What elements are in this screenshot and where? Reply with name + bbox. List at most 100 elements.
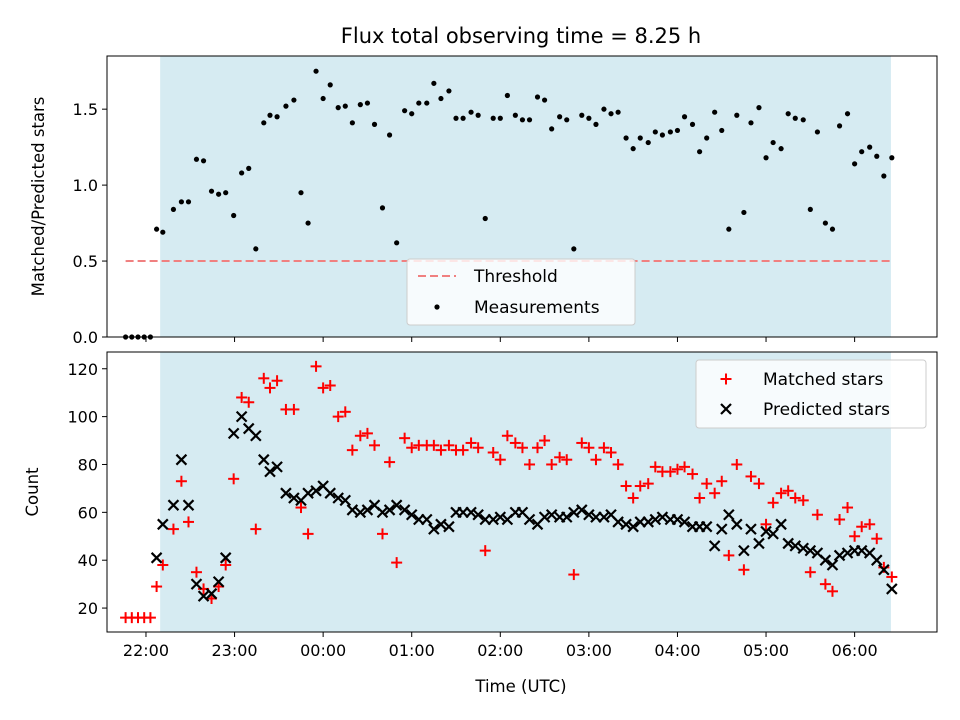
matched-star-point bbox=[612, 458, 624, 470]
predicted-star-point bbox=[819, 554, 832, 566]
matched-star-point bbox=[250, 523, 262, 535]
measurement-point bbox=[185, 199, 192, 205]
x-tick-label: 03:00 bbox=[566, 641, 612, 660]
measurement-point bbox=[357, 102, 363, 108]
matched-star-point bbox=[701, 478, 713, 490]
predicted-star-point bbox=[324, 487, 337, 499]
predicted-star-point bbox=[841, 547, 854, 559]
measurement-point bbox=[881, 173, 887, 179]
predicted-mark-b bbox=[157, 518, 169, 531]
predicted-star-point bbox=[649, 513, 662, 526]
predicted-star-point bbox=[465, 506, 477, 519]
predicted-mark-b bbox=[235, 410, 248, 423]
predicted-mark-b bbox=[775, 518, 787, 531]
measurement-point bbox=[327, 82, 333, 88]
predicted-star-point bbox=[332, 492, 344, 504]
measurement-point bbox=[637, 135, 643, 141]
measurement-point bbox=[416, 100, 422, 106]
predicted-mark-b bbox=[516, 506, 529, 519]
matched-star-point bbox=[190, 566, 202, 578]
matched-star-point bbox=[539, 435, 551, 447]
measurement-point bbox=[504, 92, 510, 99]
matched-star-point bbox=[258, 372, 270, 384]
predicted-star-point bbox=[620, 518, 632, 531]
predicted-mark-b bbox=[205, 587, 218, 600]
predicted-star-point bbox=[250, 429, 262, 442]
bottom-y-tick-label: 60 bbox=[78, 503, 98, 522]
measurement-point bbox=[608, 111, 614, 117]
matched-star-point bbox=[620, 480, 632, 492]
measurement-point bbox=[342, 103, 348, 109]
predicted-star-point bbox=[150, 552, 163, 564]
matched-star-point bbox=[376, 528, 388, 540]
predicted-mark-b bbox=[390, 499, 403, 511]
predicted-star-point bbox=[767, 528, 779, 540]
predicted-star-point bbox=[738, 544, 750, 557]
predicted-mark-b bbox=[855, 544, 868, 557]
predicted-star-point bbox=[264, 465, 276, 478]
measurement-point bbox=[261, 120, 267, 126]
predicted-star-point bbox=[538, 511, 551, 523]
measurement-point bbox=[770, 139, 776, 146]
measurement-point bbox=[557, 114, 563, 120]
predicted-mark-b bbox=[167, 499, 180, 511]
predicted-star-point bbox=[745, 523, 757, 535]
measurement-point bbox=[446, 88, 452, 94]
matched-star-point bbox=[554, 451, 566, 463]
predicted-mark-b bbox=[324, 487, 337, 499]
measurement-point bbox=[734, 112, 740, 118]
predicted-mark-b bbox=[175, 453, 188, 466]
predicted-star-point bbox=[383, 504, 396, 516]
measurement-point bbox=[807, 206, 813, 213]
predicted-mark-b bbox=[804, 544, 817, 557]
measurement-point bbox=[246, 165, 252, 171]
bottom-y-tick-label: 80 bbox=[78, 455, 98, 474]
matched-star-point bbox=[782, 485, 794, 497]
predicted-mark-b bbox=[487, 513, 499, 526]
measurement-point bbox=[601, 106, 607, 112]
measurement-point bbox=[386, 132, 393, 138]
matched-star-point bbox=[546, 458, 558, 470]
measurement-point bbox=[615, 109, 621, 115]
matched-star-point bbox=[339, 406, 351, 418]
measurement-point bbox=[239, 170, 245, 176]
predicted-mark-b bbox=[288, 492, 300, 504]
predicted-mark-b bbox=[731, 518, 743, 531]
predicted-mark-b bbox=[361, 504, 374, 516]
measurement-point bbox=[335, 105, 341, 111]
measurement-point bbox=[623, 135, 629, 141]
predicted-star-point bbox=[212, 575, 225, 588]
predicted-mark-b bbox=[538, 511, 551, 523]
measurement-point bbox=[160, 229, 166, 235]
predicted-star-point bbox=[731, 518, 743, 531]
measurement-point bbox=[200, 158, 207, 164]
matched-star-point bbox=[649, 461, 661, 473]
matched-star-point bbox=[634, 480, 646, 492]
measurement-point bbox=[475, 112, 481, 118]
measurement-point bbox=[652, 129, 658, 135]
predicted-star-point bbox=[227, 427, 240, 440]
measurement-point bbox=[512, 112, 518, 118]
matched-star-point bbox=[561, 454, 573, 466]
matched-star-point bbox=[834, 514, 846, 526]
measurement-point bbox=[291, 97, 297, 103]
predicted-star-point bbox=[789, 540, 802, 552]
measurement-point bbox=[778, 146, 784, 152]
predicted-mark-b bbox=[598, 511, 610, 523]
predicted-mark-b bbox=[545, 508, 558, 521]
measurement-point bbox=[170, 206, 177, 213]
measurement-point bbox=[253, 246, 259, 252]
predicted-mark-b bbox=[346, 504, 359, 516]
bottom-legend: Matched stars Predicted stars bbox=[695, 359, 927, 429]
measurement-point bbox=[460, 115, 466, 121]
top-legend-box bbox=[406, 258, 636, 326]
measurement-point bbox=[438, 95, 444, 102]
matched-star-point bbox=[509, 437, 521, 449]
x-tick-label: 05:00 bbox=[743, 641, 789, 660]
predicted-mark-b bbox=[250, 429, 262, 442]
matched-star-point bbox=[598, 442, 610, 454]
predicted-mark-b bbox=[368, 499, 381, 511]
matched-star-point bbox=[354, 430, 366, 442]
bottom-plot-frame bbox=[106, 351, 938, 633]
